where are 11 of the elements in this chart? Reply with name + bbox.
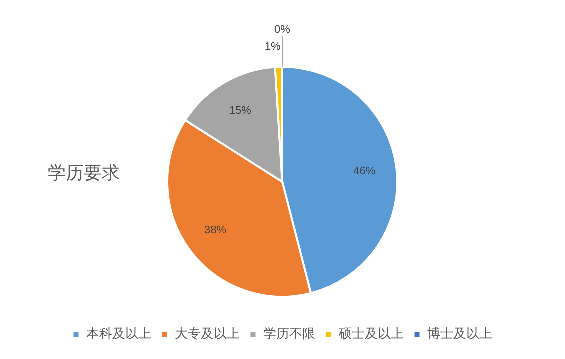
text: 学历要求 xyxy=(48,162,120,183)
legend-label: 大专及以上 xyxy=(174,326,240,342)
data-label: 46% xyxy=(354,166,376,178)
legend-label: 本科及以上 xyxy=(86,326,152,342)
legend-label: 博士及以上 xyxy=(427,326,492,342)
text: 0% xyxy=(274,24,290,36)
legend-label: 硕士及以上 xyxy=(338,326,404,342)
data-label: 38% xyxy=(204,224,227,237)
legend-label: 学历不限 xyxy=(263,326,316,342)
data-label: 1% xyxy=(264,41,282,54)
data-label: 15% xyxy=(229,104,252,117)
